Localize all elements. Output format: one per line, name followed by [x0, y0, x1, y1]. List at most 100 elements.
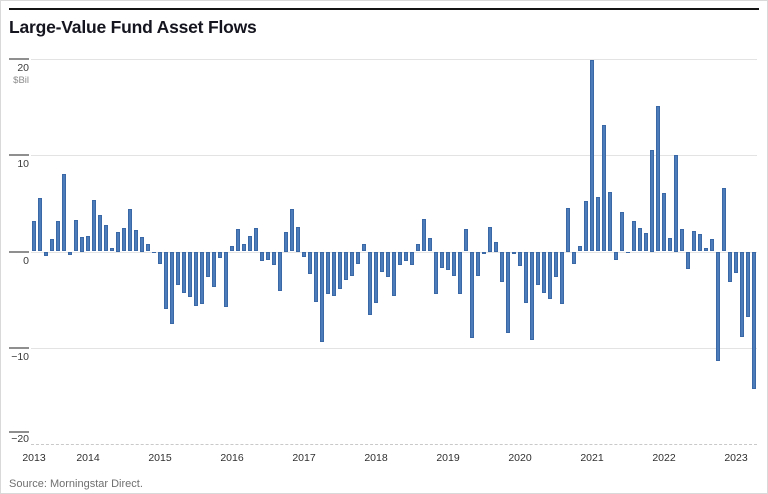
- chart-title: Large-Value Fund Asset Flows: [9, 17, 257, 37]
- gridline: [31, 59, 757, 60]
- bar: [439, 251, 444, 268]
- bar: [709, 238, 714, 252]
- bar: [589, 59, 594, 252]
- bar: [619, 212, 624, 252]
- y-tick-mark: [9, 347, 29, 349]
- bar: [697, 234, 702, 252]
- bar: [289, 209, 294, 252]
- gridline: [31, 348, 757, 349]
- bar: [97, 214, 102, 252]
- bar: [295, 227, 300, 252]
- bar: [445, 251, 450, 270]
- bar: [355, 251, 360, 264]
- bar: [685, 251, 690, 269]
- bar: [433, 251, 438, 294]
- bar: [721, 187, 726, 252]
- bar: [751, 251, 756, 390]
- bar: [271, 251, 276, 265]
- bar: [187, 251, 192, 297]
- bar: [265, 251, 270, 261]
- bar: [229, 245, 234, 252]
- bar: [607, 191, 612, 252]
- bar: [217, 251, 222, 259]
- bar: [343, 251, 348, 281]
- x-axis-year-label: 2017: [292, 452, 316, 464]
- bar: [121, 228, 126, 252]
- bar: [601, 125, 606, 252]
- bar: [703, 247, 708, 252]
- bar: [649, 150, 654, 252]
- bar: [253, 228, 258, 252]
- bar: [109, 247, 114, 252]
- bar: [61, 173, 66, 252]
- bar: [421, 218, 426, 252]
- bar: [361, 243, 366, 252]
- bar: [613, 251, 618, 261]
- bar: [373, 251, 378, 303]
- x-axis-year-label: 2014: [76, 452, 100, 464]
- bar: [739, 251, 744, 338]
- x-axis-year-label: 2018: [364, 452, 388, 464]
- bar: [163, 251, 168, 310]
- bar: [691, 231, 696, 252]
- bar: [547, 251, 552, 299]
- bar: [565, 208, 570, 252]
- bar: [535, 251, 540, 286]
- bar: [637, 228, 642, 252]
- bar: [259, 251, 264, 262]
- bar: [583, 201, 588, 252]
- bar: [313, 251, 318, 302]
- bar: [73, 219, 78, 252]
- y-tick-mark: [9, 58, 29, 60]
- bar: [679, 229, 684, 252]
- bar: [397, 251, 402, 265]
- bar: [157, 251, 162, 264]
- bar: [307, 251, 312, 274]
- gridline: [31, 444, 757, 445]
- bar: [283, 232, 288, 252]
- top-rule: [9, 8, 759, 10]
- bar: [169, 251, 174, 324]
- bar: [139, 237, 144, 252]
- bar: [673, 155, 678, 252]
- bar: [199, 251, 204, 305]
- x-axis-year-label: 2015: [148, 452, 172, 464]
- bar: [91, 200, 96, 252]
- bar: [103, 224, 108, 252]
- y-tick-mark: [9, 431, 29, 433]
- bar: [571, 251, 576, 264]
- bar: [667, 238, 672, 252]
- bar: [469, 251, 474, 339]
- bar: [175, 251, 180, 286]
- bar: [595, 196, 600, 252]
- x-axis-year-label: 2021: [580, 452, 604, 464]
- bar: [49, 238, 54, 252]
- bar: [655, 106, 660, 252]
- bar: [181, 251, 186, 293]
- bar: [223, 251, 228, 308]
- bar: [511, 251, 516, 255]
- bar: [733, 251, 738, 273]
- bar: [127, 209, 132, 252]
- bar: [517, 251, 522, 266]
- y-tick-mark: [9, 251, 29, 253]
- bar: [487, 227, 492, 252]
- bar: [67, 251, 72, 256]
- bar: [553, 251, 558, 278]
- bar: [625, 251, 630, 254]
- bar: [367, 251, 372, 316]
- bar: [391, 251, 396, 296]
- bar: [331, 251, 336, 296]
- x-axis-year-label: 2023: [724, 452, 748, 464]
- bar: [85, 236, 90, 252]
- bar: [451, 251, 456, 276]
- bar: [319, 251, 324, 342]
- bar: [115, 232, 120, 252]
- bar: [211, 251, 216, 288]
- bar: [205, 251, 210, 278]
- bar: [277, 251, 282, 291]
- bar: [403, 251, 408, 262]
- bar: [55, 220, 60, 252]
